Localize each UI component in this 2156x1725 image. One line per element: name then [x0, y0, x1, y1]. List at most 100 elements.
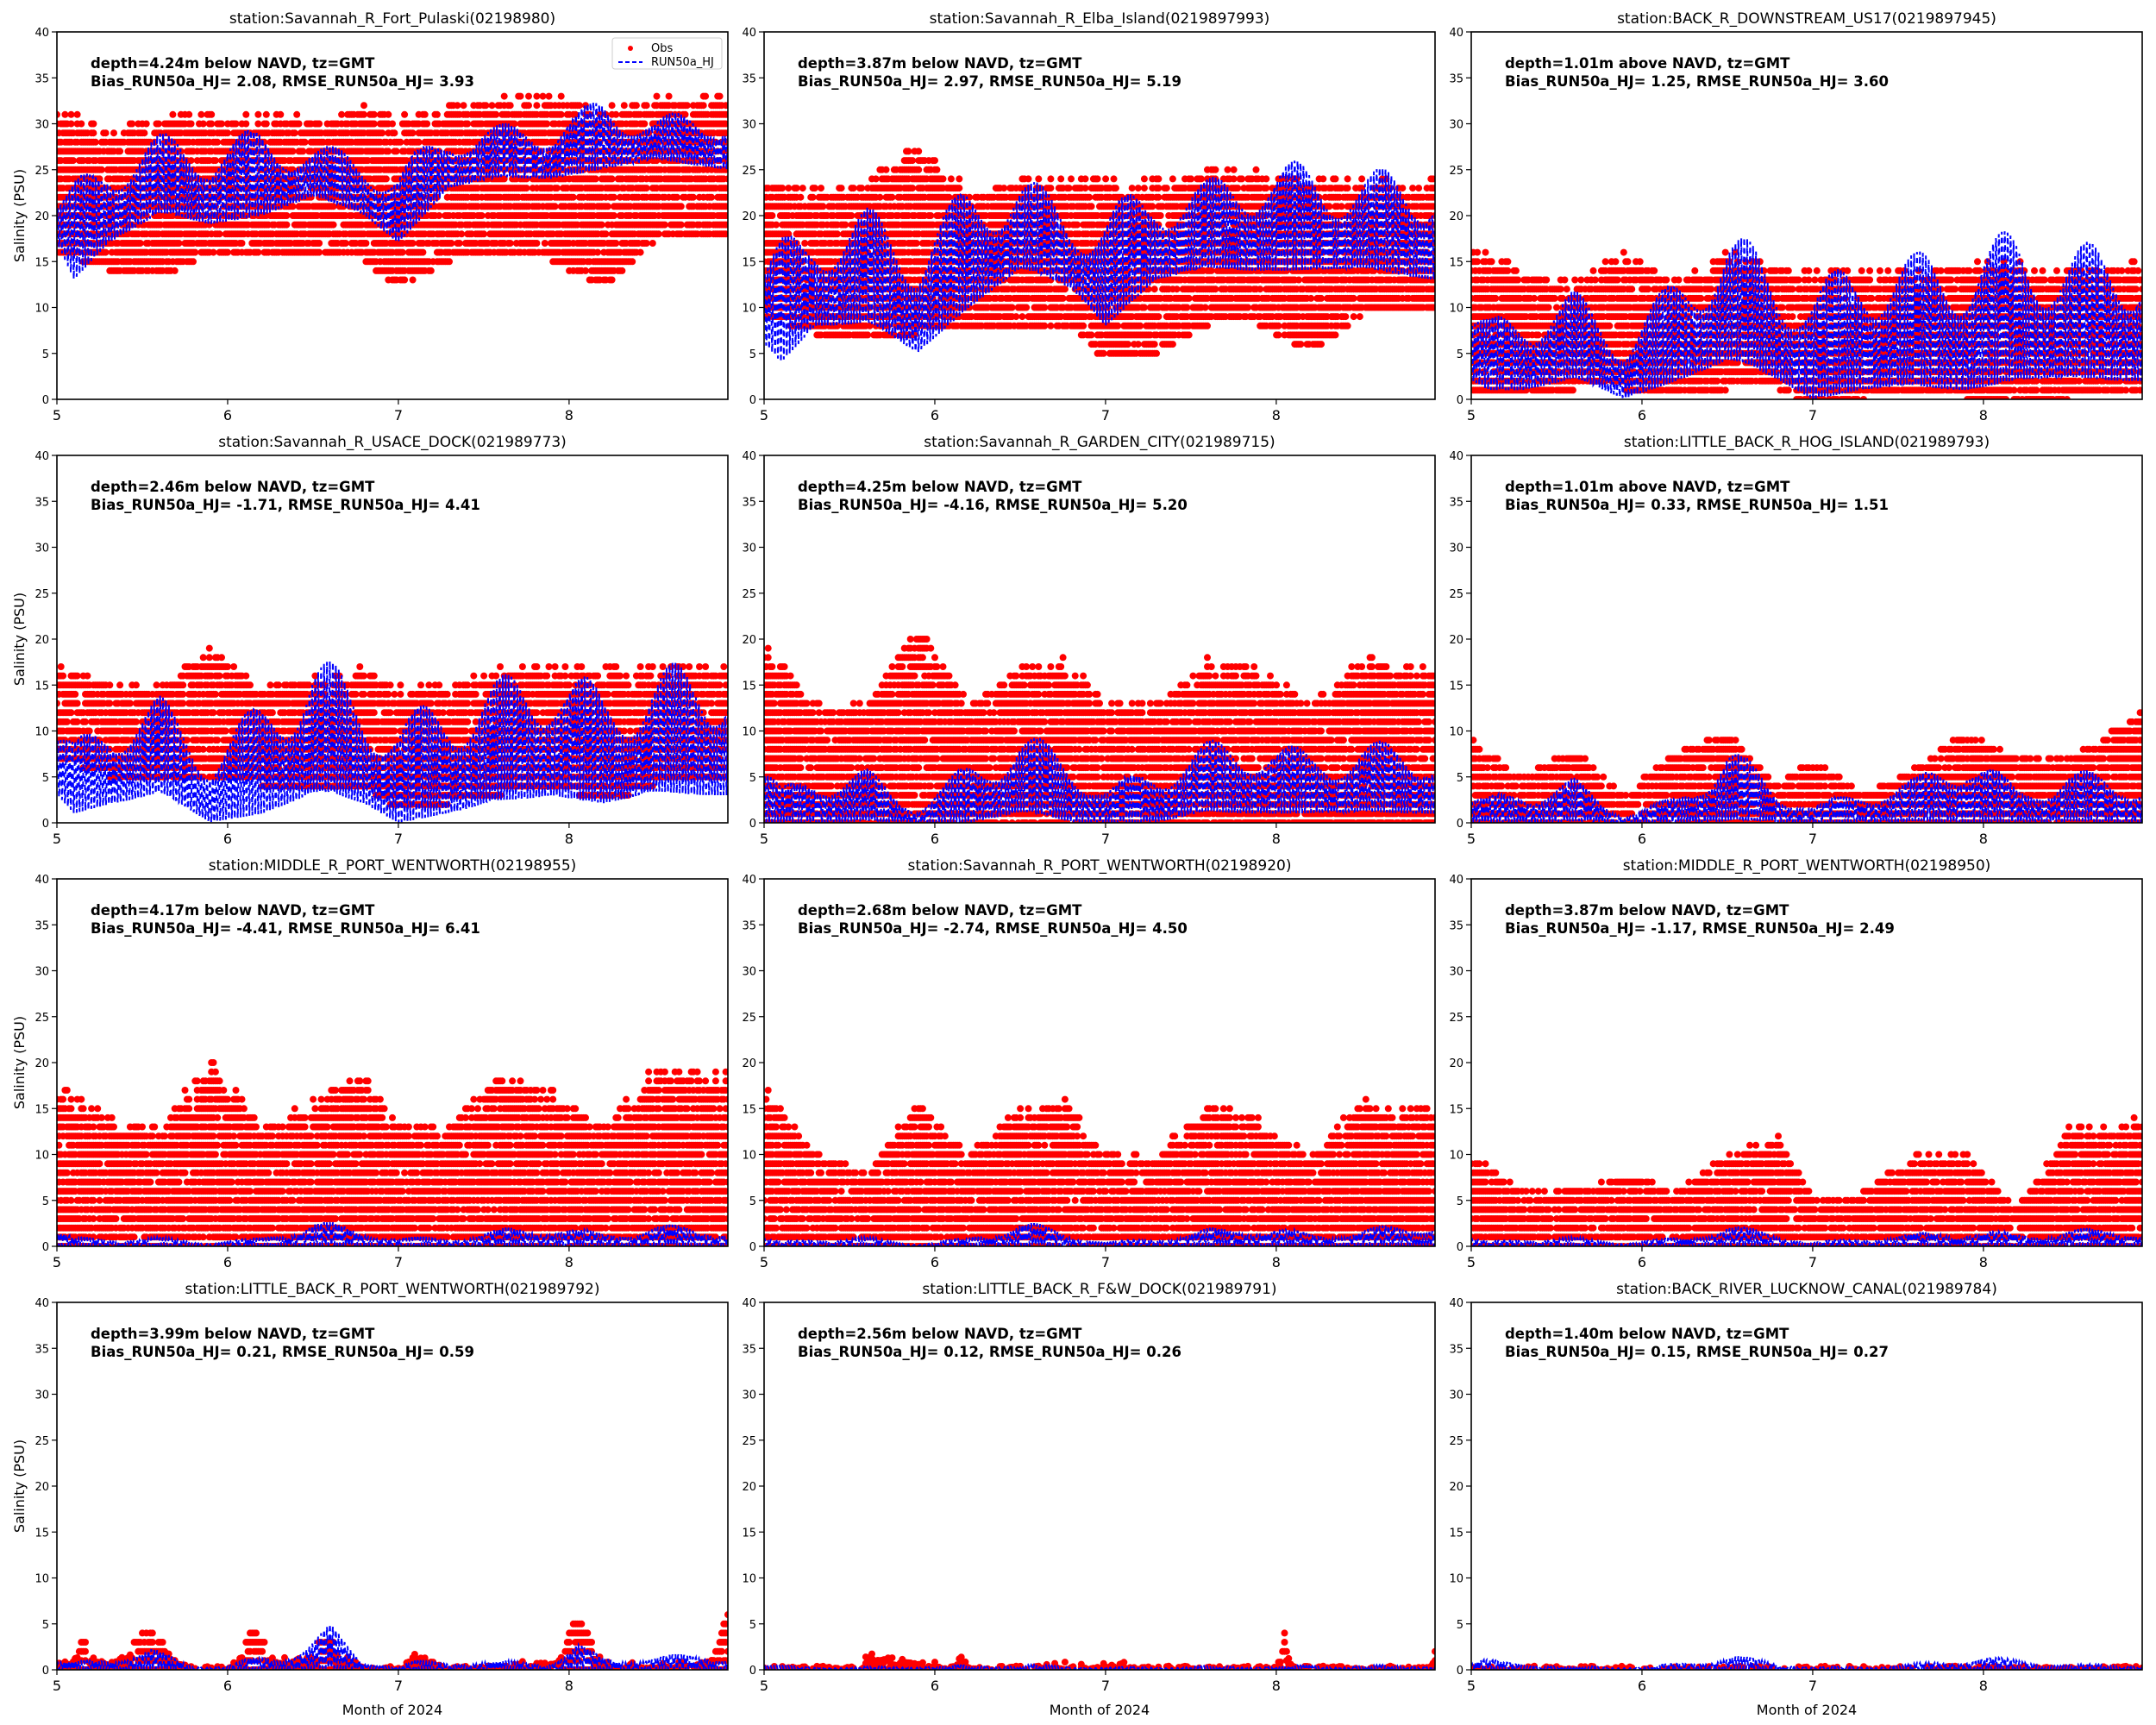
- obs-point: [482, 102, 490, 110]
- obs-point: [500, 92, 508, 100]
- obs-point: [360, 102, 367, 110]
- obs-point: [677, 203, 685, 210]
- obs-point: [533, 92, 541, 100]
- obs-point: [97, 166, 105, 173]
- obs-point: [224, 248, 231, 256]
- obs-point: [608, 276, 616, 284]
- obs-point: [208, 110, 216, 118]
- y-tick-label: 25: [34, 165, 49, 178]
- obs-point: [262, 110, 270, 118]
- obs-point: [415, 138, 423, 146]
- obs-point: [768, 212, 776, 219]
- obs-point: [661, 221, 668, 229]
- obs-point: [551, 203, 559, 210]
- obs-point: [689, 193, 697, 201]
- obs-point: [557, 92, 565, 100]
- obs-point: [110, 129, 117, 137]
- obs-point: [262, 120, 270, 128]
- obs-point: [385, 110, 392, 118]
- obs-point: [608, 175, 616, 183]
- obs-point: [818, 185, 824, 192]
- y-tick-label: 10: [34, 303, 49, 316]
- obs-point: [370, 120, 378, 128]
- x-tick-label: 7: [394, 407, 403, 423]
- obs-point: [73, 110, 81, 118]
- obs-point: [190, 258, 197, 266]
- obs-point: [809, 193, 817, 201]
- obs-point: [575, 102, 583, 110]
- obs-point: [674, 193, 681, 201]
- obs-point: [708, 193, 716, 201]
- obs-point: [210, 248, 217, 256]
- obs-point: [392, 147, 400, 155]
- depth-annotation: depth=4.24m below NAVD, tz=GMT: [91, 55, 375, 72]
- obs-point: [478, 212, 486, 219]
- legend-model-label: RUN50a_HJ: [651, 56, 714, 69]
- y-tick-label: 30: [34, 119, 49, 132]
- obs-point: [436, 212, 443, 219]
- obs-point: [232, 120, 240, 128]
- y-tick-label: 40: [34, 27, 49, 40]
- y-tick-label: 5: [42, 348, 49, 361]
- obs-point: [539, 92, 547, 100]
- obs-point: [102, 129, 110, 137]
- obs-point: [849, 185, 857, 192]
- subplot-title: station:Savannah_R_Fort_Pulaski(02198980…: [229, 10, 555, 28]
- obs-point: [569, 193, 577, 201]
- obs-point: [187, 157, 195, 165]
- obs-point: [480, 230, 488, 238]
- obs-point: [545, 92, 553, 100]
- obs-point: [681, 110, 689, 118]
- obs-point: [632, 102, 640, 110]
- obs-point: [283, 221, 291, 229]
- obs-point: [799, 185, 806, 192]
- obs-point: [401, 276, 409, 284]
- obs-point: [96, 175, 103, 183]
- obs-point: [379, 129, 386, 137]
- obs-point: [254, 110, 262, 118]
- obs-point: [702, 92, 710, 100]
- obs-point: [598, 221, 605, 229]
- legend-obs-label: Obs: [651, 42, 673, 55]
- obs-point: [649, 240, 656, 247]
- obs-point: [533, 102, 541, 110]
- obs-point: [185, 110, 193, 118]
- obs-point: [299, 147, 307, 155]
- obs-point: [533, 240, 541, 247]
- obs-point: [785, 185, 793, 192]
- obs-point: [427, 267, 435, 274]
- obs-point: [641, 120, 649, 128]
- obs-point: [254, 248, 262, 256]
- obs-point: [423, 120, 431, 128]
- obs-point: [141, 129, 148, 137]
- obs-point: [342, 240, 349, 247]
- obs-point: [797, 193, 805, 201]
- obs-point: [216, 230, 223, 238]
- obs-point: [242, 120, 250, 128]
- obs-point: [716, 92, 724, 100]
- obs-point: [557, 110, 565, 118]
- obs-point: [773, 221, 780, 229]
- obs-point: [611, 193, 617, 201]
- obs-point: [67, 110, 75, 118]
- obs-point: [289, 203, 297, 210]
- plot-area: [764, 147, 1435, 362]
- x-tick-label: 8: [565, 407, 573, 423]
- obs-point: [91, 138, 99, 146]
- obs-point: [78, 120, 85, 128]
- obs-point: [604, 203, 611, 210]
- y-tick-label: 35: [34, 72, 49, 85]
- obs-point: [409, 276, 417, 284]
- obs-point: [523, 185, 530, 192]
- obs-point: [61, 110, 69, 118]
- obs-point: [612, 110, 620, 118]
- y-tick-label: 15: [34, 256, 49, 269]
- obs-point: [316, 120, 323, 128]
- obs-point: [454, 102, 461, 110]
- obs-point: [128, 120, 136, 128]
- obs-point: [301, 138, 309, 146]
